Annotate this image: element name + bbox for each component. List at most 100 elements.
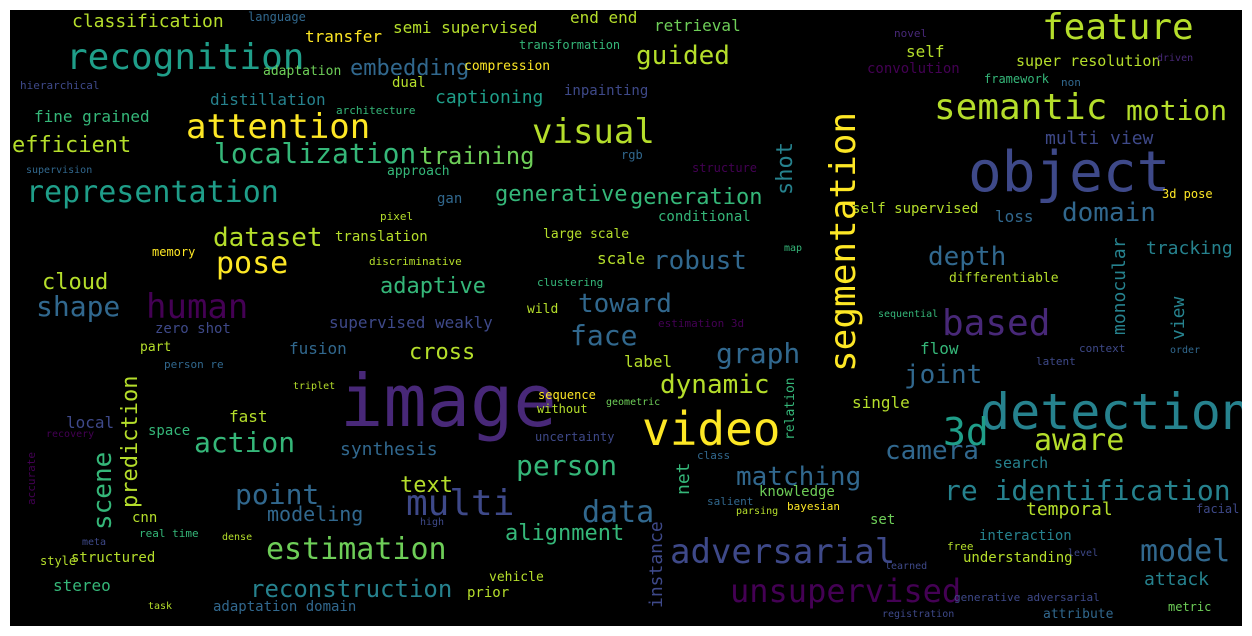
- word-relation: relation: [783, 377, 798, 440]
- word-aware: aware: [1034, 423, 1125, 458]
- word-dynamic: dynamic: [660, 370, 770, 400]
- word-efficient: efficient: [12, 133, 132, 158]
- word-segmentation: segmentation: [823, 111, 864, 372]
- word-instance: instance: [646, 521, 667, 608]
- word-semi-supervised: semi supervised: [393, 18, 538, 37]
- word-without: without: [537, 402, 588, 416]
- word-hierarchical: hierarchical: [20, 79, 100, 92]
- word-rgb: rgb: [621, 148, 643, 162]
- word-person-re: person re: [164, 358, 224, 371]
- word-real-time: real time: [139, 527, 199, 540]
- word-pose: pose: [216, 246, 289, 281]
- word-conditional: conditional: [658, 209, 751, 225]
- word-retrieval: retrieval: [654, 16, 741, 35]
- word-translation: translation: [335, 229, 428, 245]
- word-attribute: attribute: [1043, 607, 1114, 622]
- word-context: context: [1079, 342, 1126, 355]
- word-parsing: parsing: [736, 506, 779, 517]
- word-set: set: [870, 512, 896, 528]
- word-video: video: [642, 402, 781, 456]
- word-zero-shot: zero shot: [155, 321, 231, 337]
- word-dataset: dataset: [213, 223, 323, 253]
- word-attack: attack: [1144, 569, 1210, 590]
- word-approach: approach: [387, 164, 450, 179]
- word-tracking: tracking: [1146, 238, 1233, 259]
- word-clustering: clustering: [537, 276, 604, 289]
- word-map: map: [784, 243, 803, 254]
- word-text: text: [400, 473, 453, 498]
- word-metric: metric: [1168, 600, 1212, 614]
- word-face: face: [570, 319, 638, 352]
- word-convolution: convolution: [867, 61, 960, 77]
- word-point: point: [235, 478, 320, 511]
- word-level: level: [1068, 548, 1099, 559]
- word-3d-pose: 3d pose: [1162, 187, 1213, 201]
- word-captioning: captioning: [435, 87, 544, 108]
- word-style: style: [40, 554, 77, 568]
- word-free: free: [947, 540, 974, 553]
- word-shot: shot: [773, 142, 798, 195]
- word-cloud: image detection object video recognition…: [10, 10, 1242, 626]
- word-feature: feature: [1042, 10, 1194, 48]
- word-detection: detection: [980, 383, 1242, 441]
- word-discriminative: discriminative: [369, 255, 462, 268]
- word-generation: generation: [630, 185, 763, 210]
- word-high: high: [420, 517, 445, 528]
- word-domain: domain: [1062, 198, 1156, 228]
- word-scale: scale: [597, 249, 646, 268]
- word-joint: joint: [904, 360, 983, 390]
- word-local: local: [66, 413, 115, 432]
- word-self: self: [906, 42, 945, 61]
- word-space: space: [148, 423, 191, 439]
- word-geometric: geometric: [606, 397, 661, 408]
- word-transfer: transfer: [305, 27, 383, 46]
- word-flow: flow: [920, 339, 959, 358]
- word-matching: matching: [736, 462, 862, 492]
- word-fusion: fusion: [289, 339, 347, 358]
- word-gan: gan: [437, 191, 463, 207]
- word-facial: facial: [1196, 502, 1240, 516]
- word-language: language: [248, 10, 306, 24]
- word-recognition: recognition: [66, 37, 305, 78]
- word-pixel: pixel: [380, 210, 414, 223]
- word-compression: compression: [464, 59, 551, 74]
- word-fine-grained: fine grained: [34, 107, 150, 126]
- word-sequential: sequential: [878, 309, 939, 320]
- word-embedding: embedding: [350, 56, 470, 81]
- word-action: action: [194, 426, 296, 459]
- word-camera: camera: [885, 436, 979, 466]
- word-end-end: end end: [570, 10, 638, 27]
- word-search: search: [994, 454, 1049, 472]
- word-super-resolution: super resolution: [1016, 52, 1161, 70]
- word-latent: latent: [1036, 355, 1076, 368]
- word-generative-adversarial: generative adversarial: [954, 591, 1100, 604]
- word-vehicle: vehicle: [489, 570, 544, 585]
- word-dense: dense: [222, 532, 253, 543]
- word-accurate: accurate: [25, 452, 38, 505]
- word-differentiable: differentiable: [949, 271, 1059, 286]
- word-large-scale: large scale: [543, 227, 630, 242]
- word-multi: multi: [406, 483, 515, 524]
- word-shape: shape: [36, 290, 121, 323]
- word-adaptation: adaptation: [263, 64, 342, 79]
- word-registration: registration: [882, 609, 955, 620]
- word-human: human: [146, 287, 249, 327]
- word-understanding: understanding: [963, 550, 1073, 566]
- word-graph: graph: [716, 337, 801, 370]
- word-supervision: supervision: [26, 165, 93, 176]
- word-stereo: stereo: [53, 576, 111, 595]
- word-meta: meta: [82, 537, 107, 548]
- word-motion: motion: [1126, 94, 1228, 127]
- word-supervised-weakly: supervised weakly: [329, 313, 493, 332]
- word-visual: visual: [532, 112, 655, 152]
- word-salient: salient: [707, 495, 754, 508]
- word-estimation: estimation: [266, 532, 447, 567]
- word-representation: representation: [26, 175, 279, 210]
- word-scene: scene: [88, 451, 118, 530]
- word-monocular: monocular: [1109, 237, 1130, 335]
- word-inpainting: inpainting: [564, 83, 649, 99]
- word-person: person: [516, 449, 618, 482]
- word-modeling: modeling: [267, 502, 364, 526]
- word-self-supervised: self supervised: [852, 201, 979, 217]
- word-alignment: alignment: [505, 521, 625, 546]
